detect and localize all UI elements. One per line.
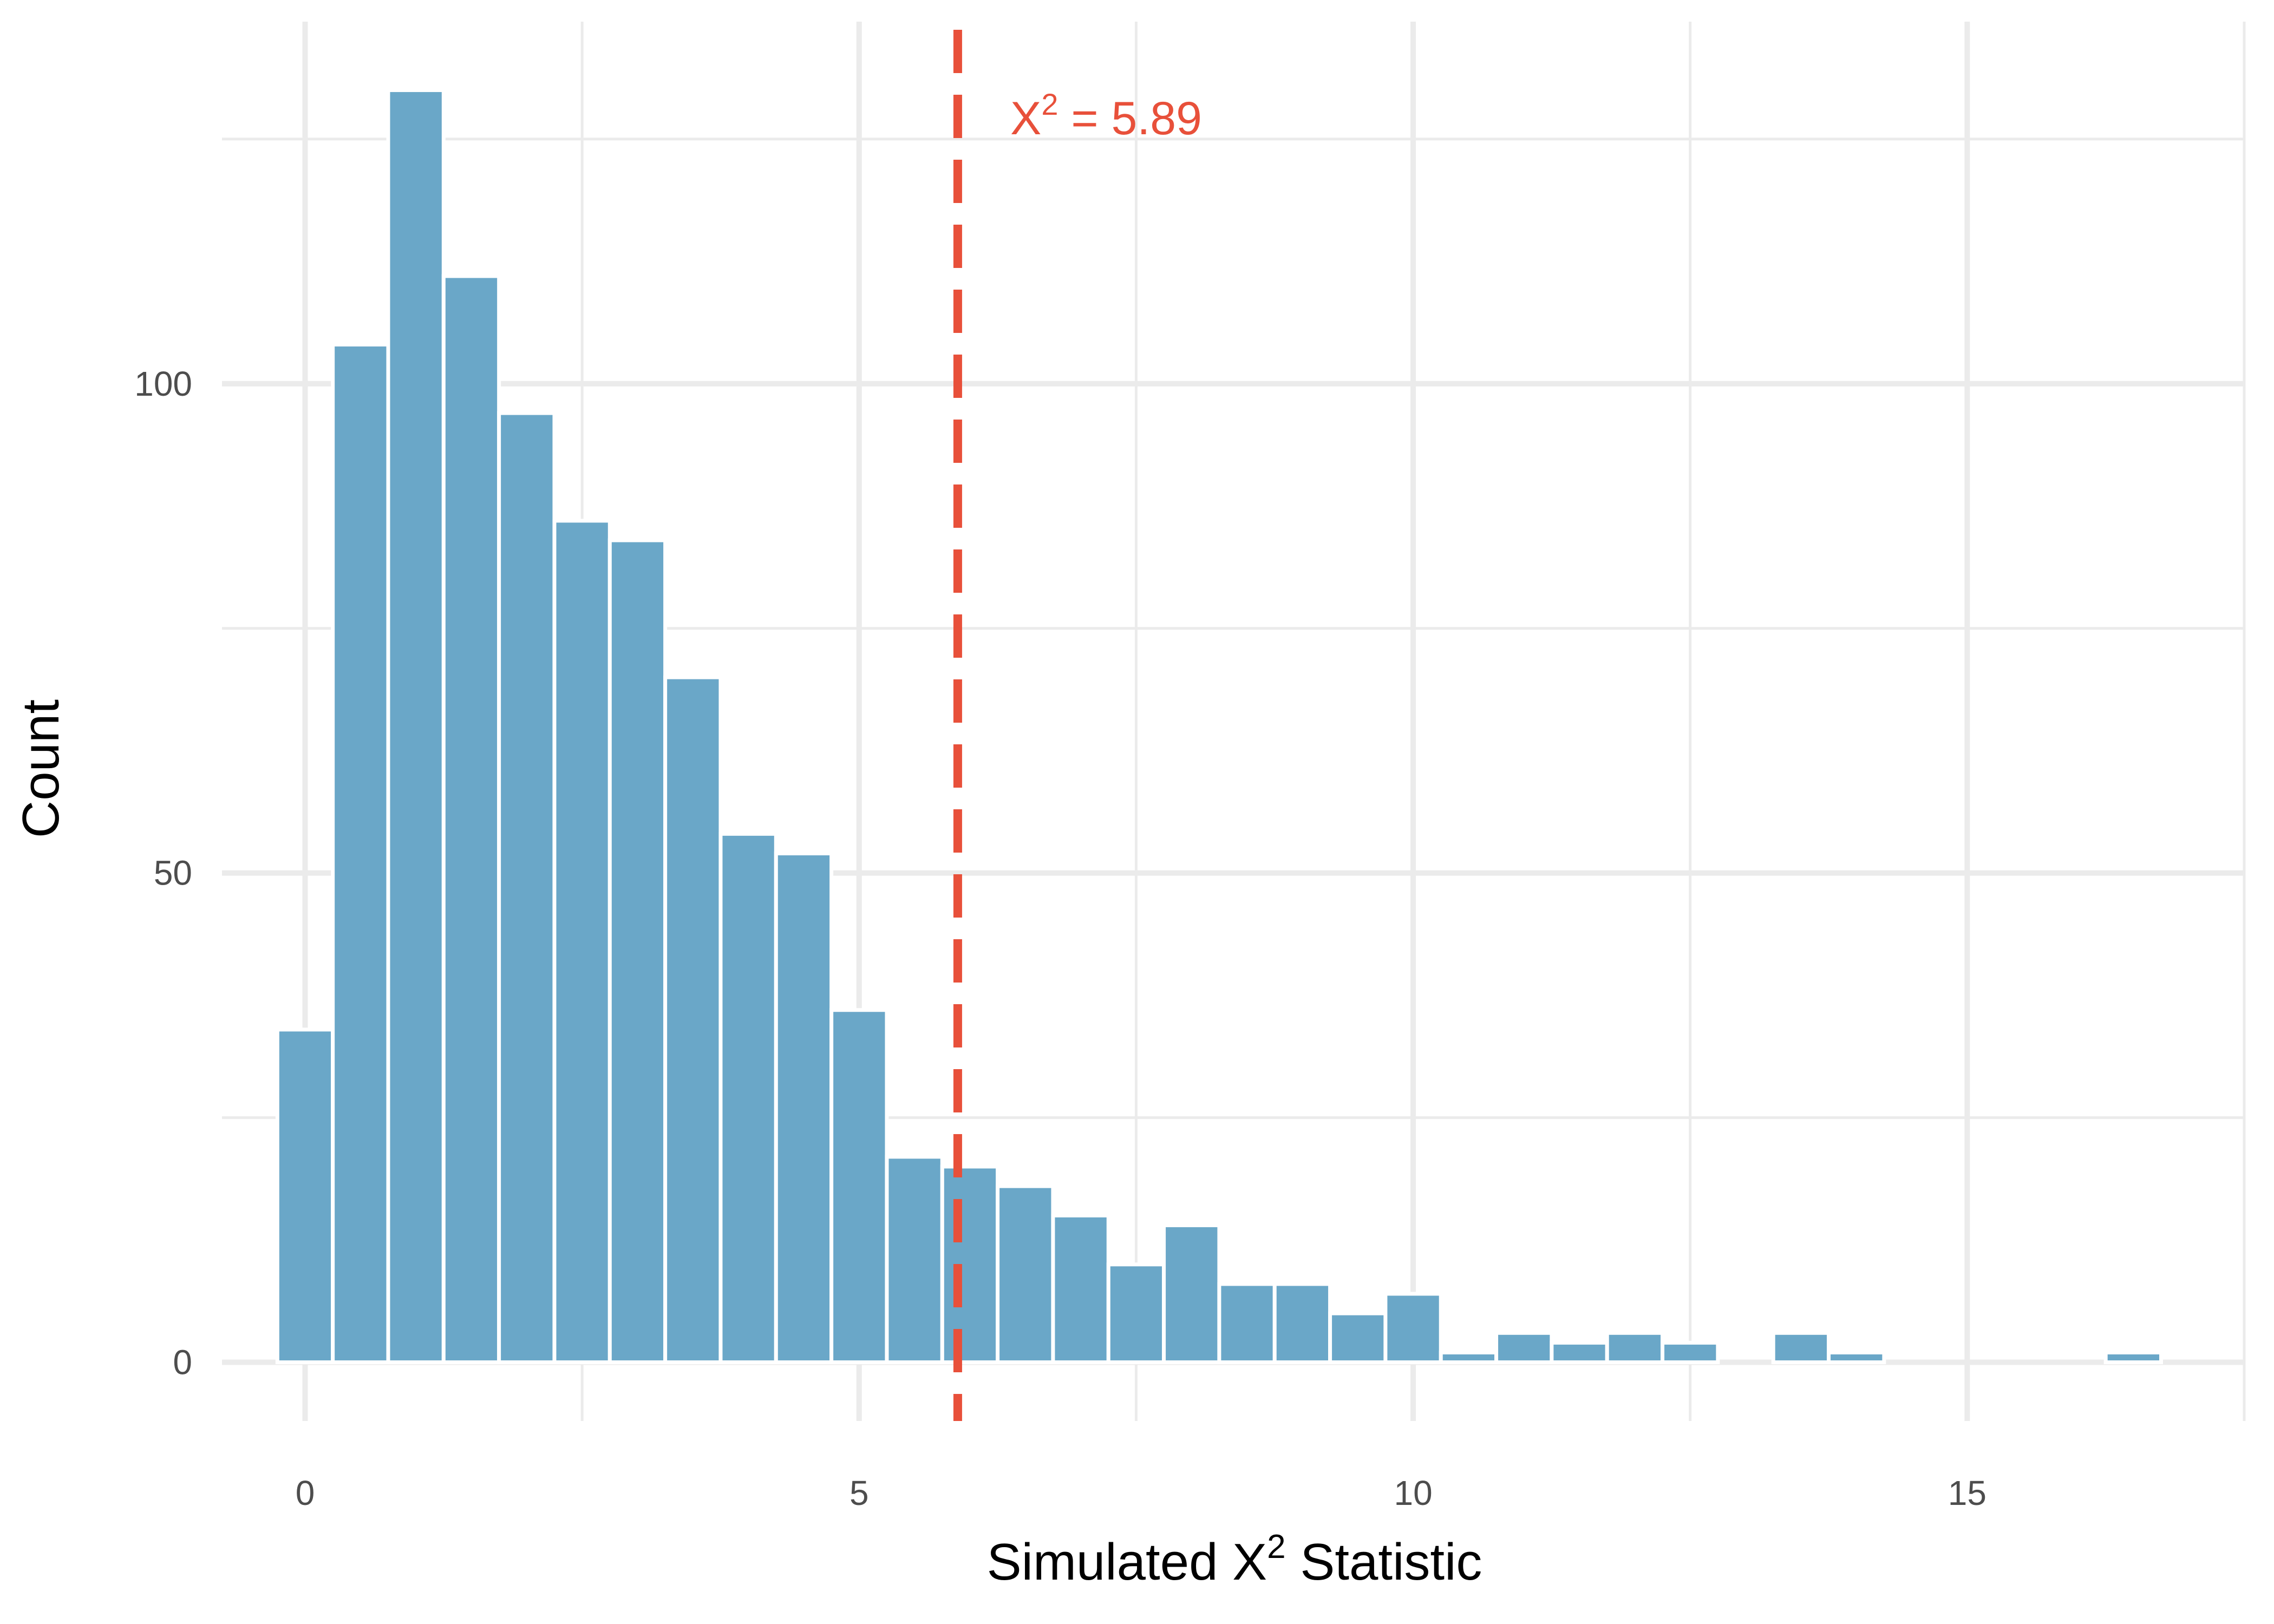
bar-28: [1827, 1350, 1886, 1365]
bar-7: [663, 675, 723, 1365]
x-tick-label-0: 0: [296, 1474, 315, 1512]
y-tick-label-2: 100: [134, 364, 192, 403]
bar-15: [1106, 1262, 1166, 1365]
bar-8: [718, 831, 778, 1365]
x-tick-label-1: 5: [850, 1474, 869, 1512]
x-tick-label-2: 10: [1394, 1474, 1432, 1512]
reference-label-superscript: 2: [1041, 87, 1058, 121]
tick-labels: 0 5 10 15 0 50 100: [134, 364, 1987, 1512]
grid-lines: [222, 22, 2246, 1421]
bar-16: [1162, 1223, 1221, 1365]
bar-14: [1051, 1213, 1110, 1365]
bar-24: [1605, 1331, 1665, 1365]
bar-18: [1272, 1282, 1332, 1365]
bar-1: [331, 343, 390, 1365]
x-axis-title-base: Simulated X: [987, 1533, 1267, 1591]
bar-2: [386, 88, 446, 1365]
reference-line-label: X2 = 5.89: [1010, 87, 1202, 145]
bar-19: [1328, 1311, 1388, 1365]
bar-25: [1661, 1340, 1720, 1365]
bar-5: [552, 519, 612, 1365]
y-axis-title: Count: [12, 699, 70, 838]
bar-27: [1771, 1331, 1831, 1365]
bar-12: [940, 1164, 1000, 1365]
histogram-bars: [275, 88, 2164, 1365]
y-tick-label-0: 0: [173, 1343, 192, 1382]
bar-13: [996, 1184, 1055, 1365]
bar-0: [275, 1027, 335, 1365]
bar-23: [1550, 1340, 1609, 1365]
reference-label-base: X: [1010, 93, 1041, 145]
bar-10: [829, 1008, 889, 1365]
bar-21: [1439, 1350, 1499, 1365]
bar-22: [1494, 1331, 1554, 1365]
bar-6: [607, 538, 668, 1365]
bar-17: [1217, 1282, 1277, 1365]
y-tick-label-1: 50: [154, 854, 192, 893]
bar-11: [885, 1155, 944, 1365]
x-axis-title-rest: Statistic: [1286, 1533, 1482, 1591]
bar-4: [497, 411, 557, 1365]
bar-3: [441, 274, 501, 1365]
reference-label-rest: = 5.89: [1058, 93, 1202, 145]
x-axis-title-superscript: 2: [1267, 1528, 1285, 1566]
bar-9: [774, 852, 834, 1365]
x-tick-label-3: 15: [1948, 1474, 1987, 1512]
bar-33: [2103, 1350, 2164, 1365]
x-axis-title: Simulated X2 Statistic: [987, 1528, 1482, 1591]
bar-20: [1383, 1292, 1443, 1365]
